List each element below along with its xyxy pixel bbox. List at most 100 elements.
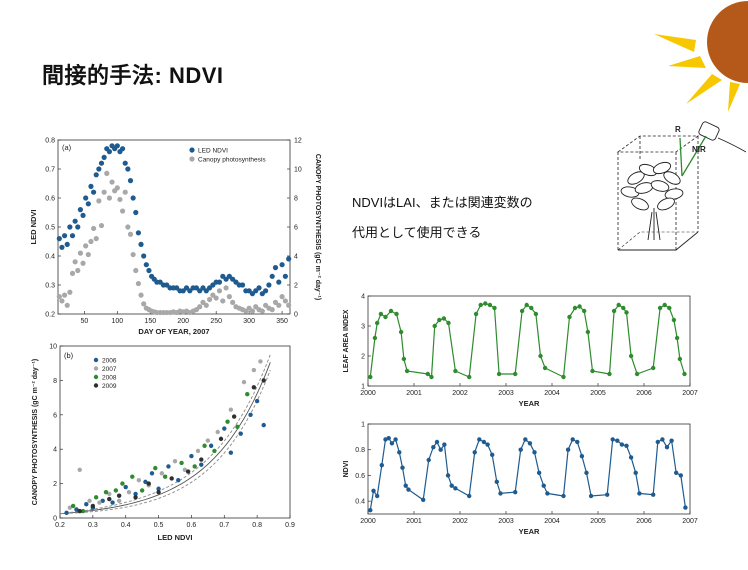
- y2-tick-label: 4: [294, 254, 298, 261]
- ndvi-point: [67, 224, 73, 230]
- x-tick-label: 200: [177, 318, 189, 325]
- photosynthesis-point: [90, 225, 97, 232]
- series-point: [487, 302, 493, 308]
- legend-marker: [93, 374, 99, 380]
- series-line: [369, 302, 686, 379]
- series-point: [667, 305, 672, 311]
- y-tick-label: 0.8: [355, 447, 365, 454]
- series-point: [372, 335, 378, 341]
- photosynthesis-point: [106, 195, 113, 201]
- point-2006: [254, 398, 260, 404]
- ndvi-point: [143, 262, 149, 268]
- series-point: [523, 437, 528, 442]
- series-point: [400, 465, 405, 470]
- point-2009: [261, 378, 266, 383]
- point-2007: [159, 471, 165, 476]
- x-tick-label: 2004: [544, 390, 560, 397]
- series-point: [570, 437, 575, 442]
- point-2009: [185, 469, 191, 474]
- series-point: [585, 329, 591, 335]
- legend-marker: [93, 383, 99, 388]
- ndvi-point: [98, 160, 105, 166]
- y-tick-label: 6: [53, 412, 57, 419]
- ndvi-point: [90, 189, 97, 195]
- series-point: [425, 371, 430, 377]
- plot-frame: [367, 295, 691, 387]
- ndvi-point: [239, 282, 246, 288]
- legend-label: 2006: [102, 358, 117, 365]
- series-point: [478, 302, 483, 308]
- plant-icon: [620, 161, 684, 241]
- series-point: [664, 444, 670, 450]
- y-axis-title: NDVI: [343, 461, 350, 478]
- ndvi-point: [64, 241, 70, 247]
- series-point: [607, 371, 612, 377]
- ndvi-point: [266, 282, 272, 288]
- ndvi-point: [80, 212, 86, 218]
- series-point: [421, 497, 426, 503]
- point-2006: [166, 464, 171, 469]
- sun-decoration: [654, 1, 748, 112]
- photosynthesis-point: [276, 302, 282, 308]
- point-2006: [238, 431, 243, 436]
- series-point: [624, 443, 629, 449]
- series-point: [542, 365, 548, 371]
- x-tick-label: 2007: [682, 518, 698, 525]
- series-point: [378, 311, 384, 317]
- y-tick-label: 0.8: [45, 138, 55, 145]
- photosynthesis-point: [127, 231, 134, 237]
- point-2006: [123, 484, 128, 490]
- sun-ray: [654, 34, 696, 52]
- ndvi-point: [114, 143, 120, 149]
- photosynthesis-point: [93, 236, 99, 242]
- point-2009: [199, 457, 204, 462]
- photosynthesis-point: [206, 296, 213, 303]
- series-point: [584, 470, 589, 476]
- photosynthesis-point: [109, 179, 115, 185]
- legend-marker: [189, 156, 195, 162]
- photosynthesis-point: [223, 285, 229, 291]
- x-axis-title: LED NDVI: [157, 533, 192, 542]
- sun-ray: [686, 74, 722, 104]
- x-tick-label: 2000: [360, 390, 376, 397]
- point-2009: [218, 436, 224, 442]
- series-point: [383, 314, 388, 320]
- ndvi-point: [256, 285, 262, 291]
- series-point: [368, 374, 373, 380]
- x-tick-label: 0.4: [121, 522, 131, 529]
- point-2009: [107, 496, 112, 502]
- point-2006: [149, 471, 155, 476]
- photosynthesis-point: [59, 298, 65, 304]
- y-tick-label: 2: [361, 354, 365, 361]
- photosynthesis-point: [101, 189, 107, 195]
- ndvi-point: [96, 166, 102, 172]
- photosynthesis-point: [213, 295, 219, 301]
- series-point: [682, 371, 687, 377]
- series-point: [660, 437, 665, 442]
- ndvi-point: [279, 262, 285, 268]
- series-point: [393, 437, 398, 442]
- ndvi-point: [93, 172, 99, 178]
- x-tick-label: 0.7: [219, 522, 229, 529]
- series-point: [541, 483, 546, 488]
- x-tick-label: 2002: [452, 390, 468, 397]
- photosynthesis-point: [61, 292, 68, 298]
- series-point: [394, 311, 399, 317]
- photosynthesis-point: [203, 302, 209, 308]
- series-point: [386, 435, 391, 441]
- point-2008: [120, 481, 125, 486]
- x-axis-title: YEAR: [519, 527, 540, 536]
- series-point: [577, 304, 582, 309]
- x-tick-label: 0.9: [285, 522, 295, 529]
- ndvi-point: [69, 233, 76, 239]
- ndvi-point: [77, 207, 84, 213]
- point-2007: [258, 359, 263, 364]
- point-2007: [136, 477, 142, 483]
- point-2006: [261, 422, 266, 428]
- point-2007: [251, 367, 257, 373]
- canopy-sensor-illustration: R NIR: [616, 121, 747, 251]
- ndvi-point: [127, 178, 134, 184]
- point-2009: [169, 476, 174, 481]
- series-point: [404, 368, 410, 374]
- photosynthesis-point: [226, 294, 232, 300]
